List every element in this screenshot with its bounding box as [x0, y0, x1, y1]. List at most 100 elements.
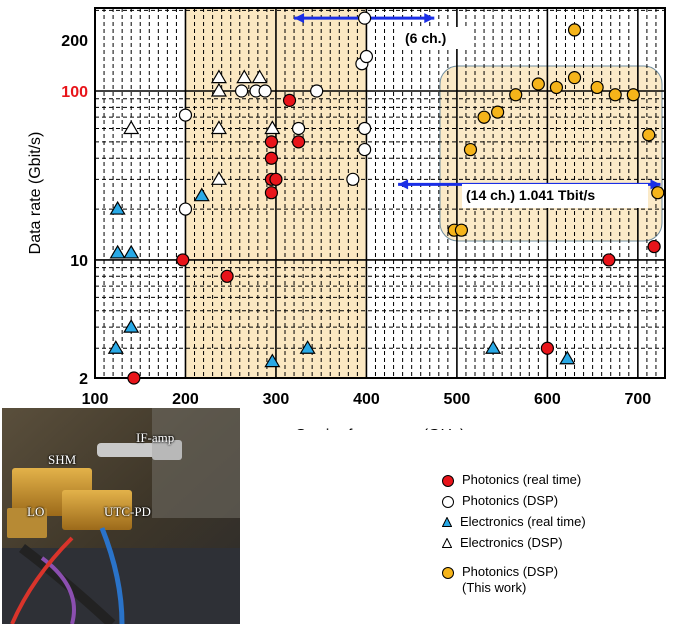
data-point [531, 77, 545, 91]
data-point [176, 253, 190, 267]
legend-item-electronics-dsp: Electronics (DSP) [440, 535, 563, 551]
data-point [258, 84, 272, 98]
x-tick-label: 700 [625, 391, 652, 408]
data-point [123, 244, 140, 259]
x-tick-label: 400 [353, 391, 380, 408]
y-tick-label: 10 [70, 253, 88, 270]
legend-item-photonics-dsp: Photonics (DSP) [440, 493, 558, 509]
legend-marker-blue-triangle [442, 517, 452, 527]
photo-label-if-amp: IF-amp [136, 430, 175, 445]
x-axis-label: Carrier frequency (GHz) [295, 427, 466, 430]
data-point [540, 341, 554, 355]
legend-marker-white-circle [442, 496, 454, 508]
plot-frame [94, 7, 666, 379]
data-point [178, 202, 193, 216]
data-point [282, 93, 297, 107]
data-point [193, 187, 210, 202]
data-point [123, 318, 140, 333]
data-point [549, 80, 564, 95]
data-point [626, 88, 640, 102]
data-point [210, 82, 227, 97]
arrow-head-right [424, 13, 435, 24]
data-point [651, 186, 665, 200]
legend-label: Electronics (DSP) [460, 535, 563, 550]
annotation-label: (6 ch.) [405, 30, 446, 46]
legend-marker-white-triangle [442, 538, 452, 548]
data-point [234, 84, 249, 98]
setup-photo-drawing [2, 408, 240, 624]
data-point [346, 172, 360, 186]
x-tick-label: 300 [263, 391, 290, 408]
y-tick-label: 100 [61, 84, 88, 101]
y-tick-label: 200 [61, 33, 88, 50]
data-point [109, 244, 126, 259]
data-point [264, 151, 279, 165]
arrow-head-left [294, 13, 305, 24]
photo-label-lo: LO [27, 504, 45, 519]
data-point [264, 135, 279, 149]
legend-label: Photonics (real time) [462, 472, 582, 487]
photo-label-utc-pd: UTC-PD [104, 504, 151, 519]
data-point [358, 121, 372, 136]
setup-photo: IF-amp SHM LO UTC-PD [2, 408, 240, 624]
y-axis-label: Data rate (Gbit/s) [27, 132, 44, 255]
x-tick-label: 200 [172, 391, 199, 408]
data-point [220, 269, 234, 283]
data-point [358, 11, 372, 25]
photo-label-shm: SHM [48, 452, 77, 467]
data-point [291, 121, 306, 136]
data-point [269, 172, 283, 186]
data-point [210, 171, 227, 185]
data-point [559, 350, 576, 365]
data-point [454, 223, 469, 237]
data-point [590, 80, 604, 95]
data-point [567, 23, 582, 37]
arrow-head-right [650, 179, 661, 190]
data-point [463, 142, 478, 157]
legend-marker-red-circle [442, 475, 454, 487]
data-point [107, 340, 124, 354]
chart: 100 200 300 400 500 600 700 2 10 100 200 Carrier fr… [27, 7, 666, 430]
data-point [178, 108, 193, 122]
legend-marker-orange-circle [442, 567, 454, 579]
legend-label: Photonics (DSP) [462, 493, 559, 508]
data-point [264, 353, 281, 368]
data-point [567, 71, 582, 85]
annotation-box [401, 27, 471, 49]
data-point [485, 340, 502, 354]
legend-item-photonics-dsp-this-work: Photonics (DSP) (This work) [440, 564, 558, 596]
arrow-head-left [398, 179, 409, 190]
data-point [251, 69, 268, 84]
data-point [477, 110, 491, 124]
data-point [236, 69, 253, 84]
data-point [491, 105, 505, 119]
annotation-label: (14 ch.) 1.041 Tbit/s [466, 187, 595, 203]
y-tick-label: 2 [79, 371, 88, 388]
x-tick-label: 600 [534, 391, 561, 408]
data-point [310, 84, 324, 98]
data-point [358, 142, 372, 157]
data-point [509, 88, 523, 102]
data-point [264, 120, 281, 135]
legend-label: Photonics (DSP) [462, 564, 559, 579]
data-point [608, 88, 622, 102]
data-point [264, 186, 279, 200]
data-point [291, 135, 306, 149]
annotation-box [462, 184, 648, 208]
data-point [127, 371, 141, 385]
data-point [109, 200, 126, 215]
legend-item-electronics-real-time: Electronics (real time) [440, 514, 586, 530]
x-tick-label: 500 [444, 391, 471, 408]
data-point [299, 340, 316, 354]
data-point [647, 239, 661, 254]
data-point [123, 120, 140, 135]
data-point [210, 69, 227, 84]
legend-label-sub: (This work) [462, 580, 527, 595]
legend-label: Electronics (real time) [460, 514, 586, 529]
legend-item-photonics-real-time: Photonics (real time) [440, 472, 581, 488]
data-point [210, 120, 227, 135]
x-tick-label: 100 [82, 391, 109, 408]
data-point [602, 253, 616, 267]
data-point [642, 128, 656, 142]
data-point [359, 49, 374, 64]
